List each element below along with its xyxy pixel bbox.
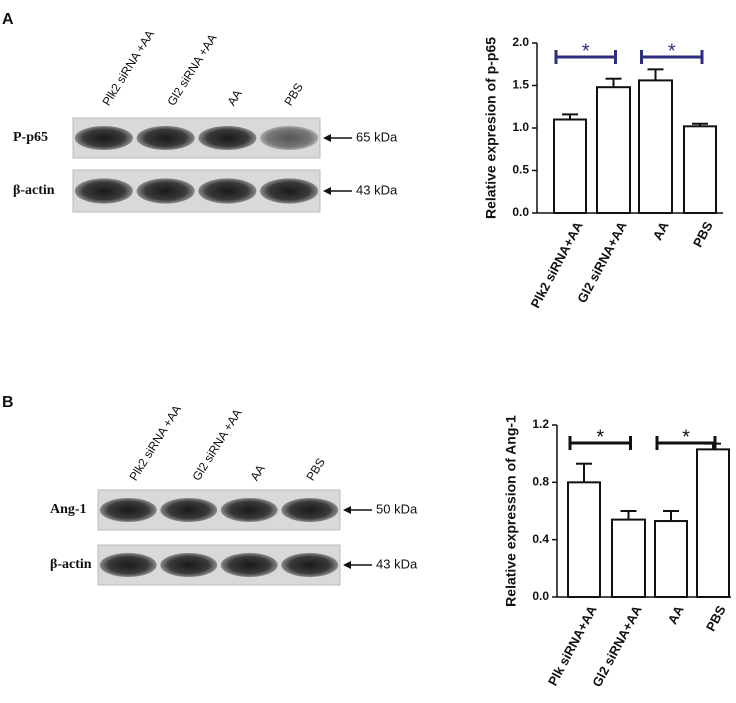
lane-label: PBS [303,455,328,483]
bar [553,118,587,214]
arrow-head [323,187,331,195]
kda-label: 43 kDa [376,556,418,571]
row-label: P-p65 [13,130,48,145]
y-tick-label: 0.5 [512,163,529,177]
blot-band [136,178,195,204]
lane-label: AA [224,87,244,108]
row-label: β-actin [13,183,55,198]
bar [654,520,688,598]
blot-band [74,126,133,150]
blot-band [160,498,218,522]
significance-star: * [668,40,676,62]
y-tick-label: 2.0 [512,35,529,49]
bar [596,86,631,214]
bar [611,518,646,598]
blot-band [260,178,319,204]
blot-band [220,498,278,522]
y-axis-label: Relative expresion of p-p65 [483,37,499,219]
blot-band [198,178,257,204]
row-label: β-actin [50,557,92,572]
kda-label: 65 kDa [356,129,398,144]
kda-label: 43 kDa [356,182,398,197]
blot-band [74,178,133,204]
blot-band [99,553,157,577]
blot-band [160,553,218,577]
panel-letter: B [2,394,14,411]
bar [638,79,673,215]
bar [683,125,717,214]
bar [567,481,601,599]
lane-label: PBS [281,80,306,108]
x-tick-label: AA [650,218,672,242]
y-tick-label: 0.8 [532,475,549,489]
x-tick-label: Plk siRNA+AA [545,602,600,688]
x-tick-label: PBS [703,603,729,634]
bar [696,448,730,598]
blot-band [281,498,339,522]
blot-band [260,126,319,150]
arrow-head [343,506,351,514]
significance-bracket [554,50,617,64]
y-tick-label: 0.0 [532,589,549,603]
kda-label: 50 kDa [376,501,418,516]
row-label: Ang-1 [50,502,87,517]
significance-star: * [582,40,590,62]
significance-star: * [682,426,690,448]
y-tick-label: 1.0 [512,120,529,134]
significance-bracket [568,436,632,450]
lane-label: Gl2 siRNA +AA [164,32,219,109]
lane-label: Plk2 siRNA +AA [99,28,157,109]
arrow-head [343,561,351,569]
significance-star: * [596,426,604,448]
y-tick-label: 1.5 [512,78,529,92]
charts: 0.0 0.5 1.0 1.5 2.0 Relative expresion of p-p… [483,35,731,689]
lane-label: Plk2 siRNA +AA [126,403,184,484]
blot-band [198,126,257,150]
x-tick-label: AA [665,602,687,626]
y-tick-label: 1.2 [532,417,549,431]
panel-letter: A [2,11,14,28]
significance-bracket [640,50,704,64]
blot-band [136,126,195,150]
blot-band [281,553,339,577]
arrow-head [323,134,331,142]
x-tick-label: PBS [690,219,716,250]
blot-band [99,498,157,522]
y-tick-label: 0.0 [512,205,529,219]
y-tick-label: 0.4 [532,532,549,546]
blot-band [220,553,278,577]
x-tick-label: Gl2 siRNA+AA [589,602,645,689]
lane-label: AA [247,462,267,483]
y-axis-label: Relative expression of Ang-1 [503,415,519,607]
significance-bracket [655,436,717,450]
lane-label: Gl2 siRNA +AA [189,407,244,484]
